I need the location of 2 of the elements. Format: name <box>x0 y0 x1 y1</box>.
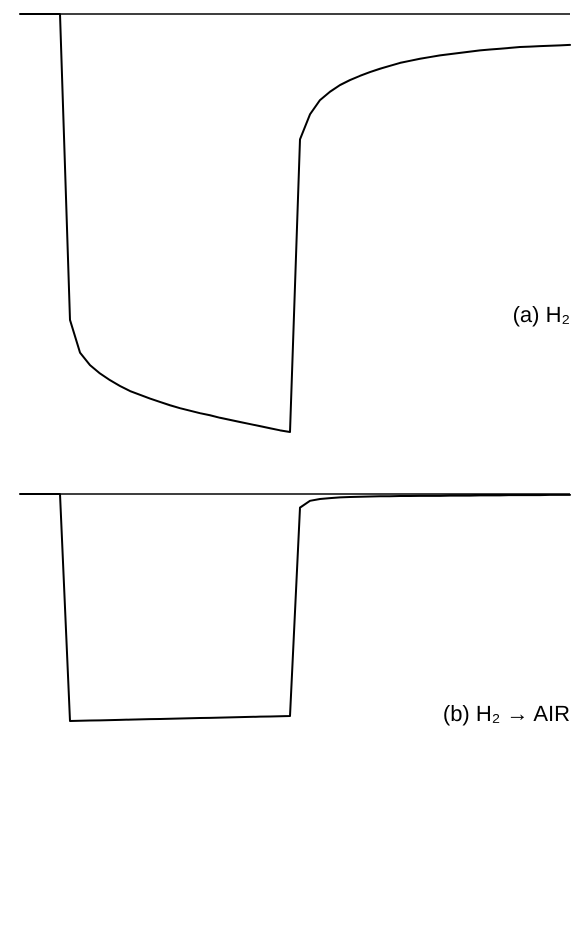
annotation: (b) H₂ → AIR <box>442 701 570 726</box>
annotation: (a) H₂ <box>512 302 570 327</box>
